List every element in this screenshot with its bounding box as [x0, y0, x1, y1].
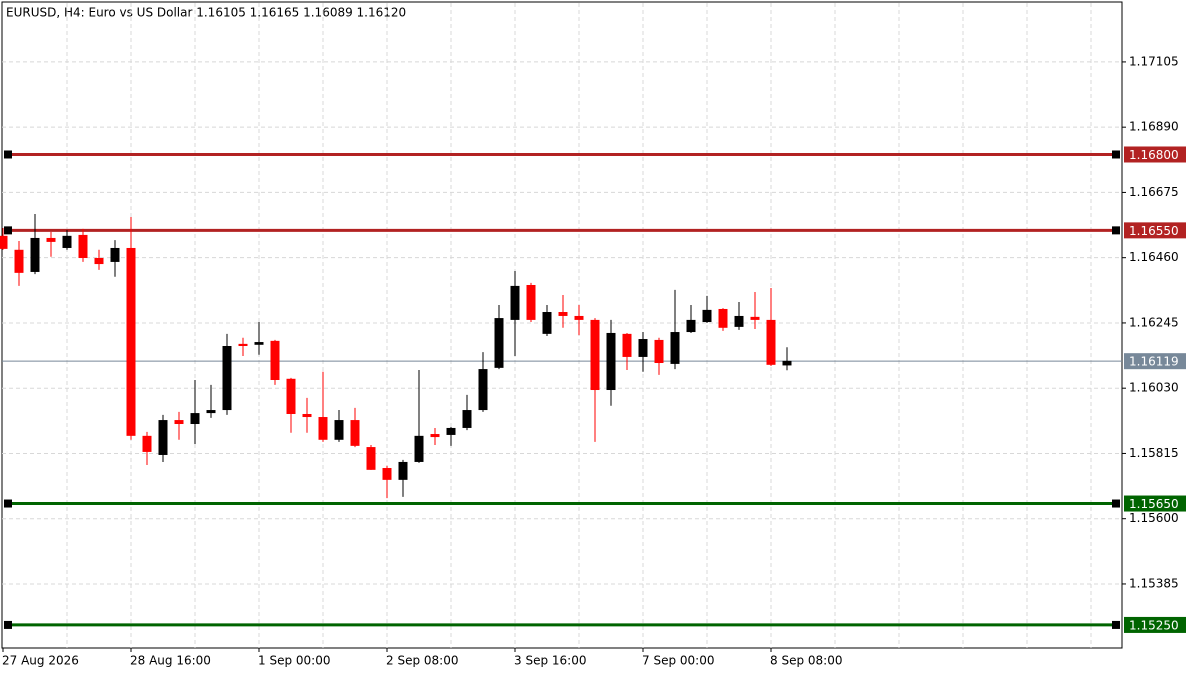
candle-body — [686, 319, 696, 333]
level-handle — [1112, 226, 1120, 235]
candle-body — [606, 332, 616, 391]
level-handle — [4, 150, 12, 159]
y-tick-label: 1.16675 — [1129, 185, 1179, 199]
y-tick-label: 1.15815 — [1129, 446, 1179, 460]
candle-body — [30, 237, 40, 272]
candle-body — [430, 434, 440, 438]
level-handle — [4, 499, 12, 508]
candle-body — [654, 339, 664, 364]
candle-body — [478, 369, 488, 411]
level-label: 1.16550 — [1129, 224, 1179, 238]
candle-body — [510, 285, 520, 320]
x-tick-label: 2 Sep 08:00 — [386, 654, 458, 668]
candle-body — [782, 360, 792, 366]
candle-body — [222, 346, 232, 411]
candle-body — [382, 468, 392, 480]
candle-body — [254, 342, 264, 345]
candle-body — [494, 318, 504, 368]
candle-body — [0, 235, 8, 249]
candle-body — [414, 435, 424, 462]
candle-body — [750, 316, 760, 320]
level-label: 1.15250 — [1129, 618, 1179, 632]
level-handle — [1112, 499, 1120, 508]
level-handle — [1112, 620, 1120, 629]
candle-body — [718, 308, 728, 328]
candle-body — [398, 461, 408, 480]
y-tick-label: 1.16245 — [1129, 315, 1179, 329]
chart-title: EURUSD, H4: Euro vs US Dollar 1.16105 1.… — [6, 6, 406, 20]
current-price-label: 1.16119 — [1129, 355, 1179, 369]
candle-body — [558, 312, 568, 316]
current-price-box — [1124, 353, 1186, 370]
candle-body — [638, 339, 648, 357]
level-handle — [1112, 150, 1120, 159]
candle-body — [318, 417, 328, 440]
y-tick-label: 1.16460 — [1129, 250, 1179, 264]
y-tick-label: 1.16890 — [1129, 120, 1179, 134]
level-label-box — [1124, 495, 1186, 512]
candle-body — [78, 234, 88, 258]
level-handle — [4, 620, 12, 629]
x-tick-label: 3 Sep 16:00 — [514, 654, 586, 668]
x-tick-label: 28 Aug 16:00 — [130, 654, 211, 668]
plot-frame — [1, 1, 1123, 649]
candle-body — [446, 427, 456, 435]
candle-body — [526, 284, 536, 320]
x-tick-label: 7 Sep 00:00 — [642, 654, 714, 668]
candle-body — [190, 413, 200, 425]
candle-body — [270, 340, 280, 380]
level-handle — [4, 226, 12, 235]
candle-body — [734, 315, 744, 327]
y-tick-label: 1.15600 — [1129, 511, 1179, 525]
level-label: 1.16800 — [1129, 148, 1179, 162]
candle-body — [366, 447, 376, 470]
level-label-box — [1124, 616, 1186, 633]
y-tick-label: 1.15385 — [1129, 576, 1179, 590]
candle-body — [542, 312, 552, 334]
candle-body — [574, 315, 584, 320]
x-tick-label: 27 Aug 2026 — [2, 654, 79, 668]
candle-body — [110, 247, 120, 262]
candle-body — [334, 420, 344, 440]
candle-body — [590, 319, 600, 391]
candle-body — [158, 420, 168, 455]
y-tick-label: 1.17105 — [1129, 54, 1179, 68]
candle-body — [238, 343, 248, 347]
candle-body — [702, 309, 712, 323]
candle-body — [126, 247, 136, 436]
candle-body — [46, 237, 56, 242]
level-label-box — [1124, 222, 1186, 239]
level-label-box — [1124, 146, 1186, 163]
x-tick-label: 1 Sep 00:00 — [258, 654, 330, 668]
candle-body — [286, 378, 296, 414]
candle-body — [94, 257, 104, 265]
candle-body — [14, 249, 24, 273]
y-tick-label: 1.16030 — [1129, 381, 1179, 395]
candle-body — [462, 410, 472, 428]
candle-body — [670, 332, 680, 364]
candle-body — [62, 235, 72, 248]
candle-body — [206, 410, 216, 414]
candle-body — [622, 333, 632, 357]
candle-body — [142, 435, 152, 452]
candle-body — [174, 420, 184, 425]
candle-body — [350, 420, 360, 446]
candle-body — [766, 319, 776, 365]
level-label: 1.15650 — [1129, 497, 1179, 511]
x-tick-label: 8 Sep 08:00 — [770, 654, 842, 668]
candle-body — [302, 413, 312, 418]
